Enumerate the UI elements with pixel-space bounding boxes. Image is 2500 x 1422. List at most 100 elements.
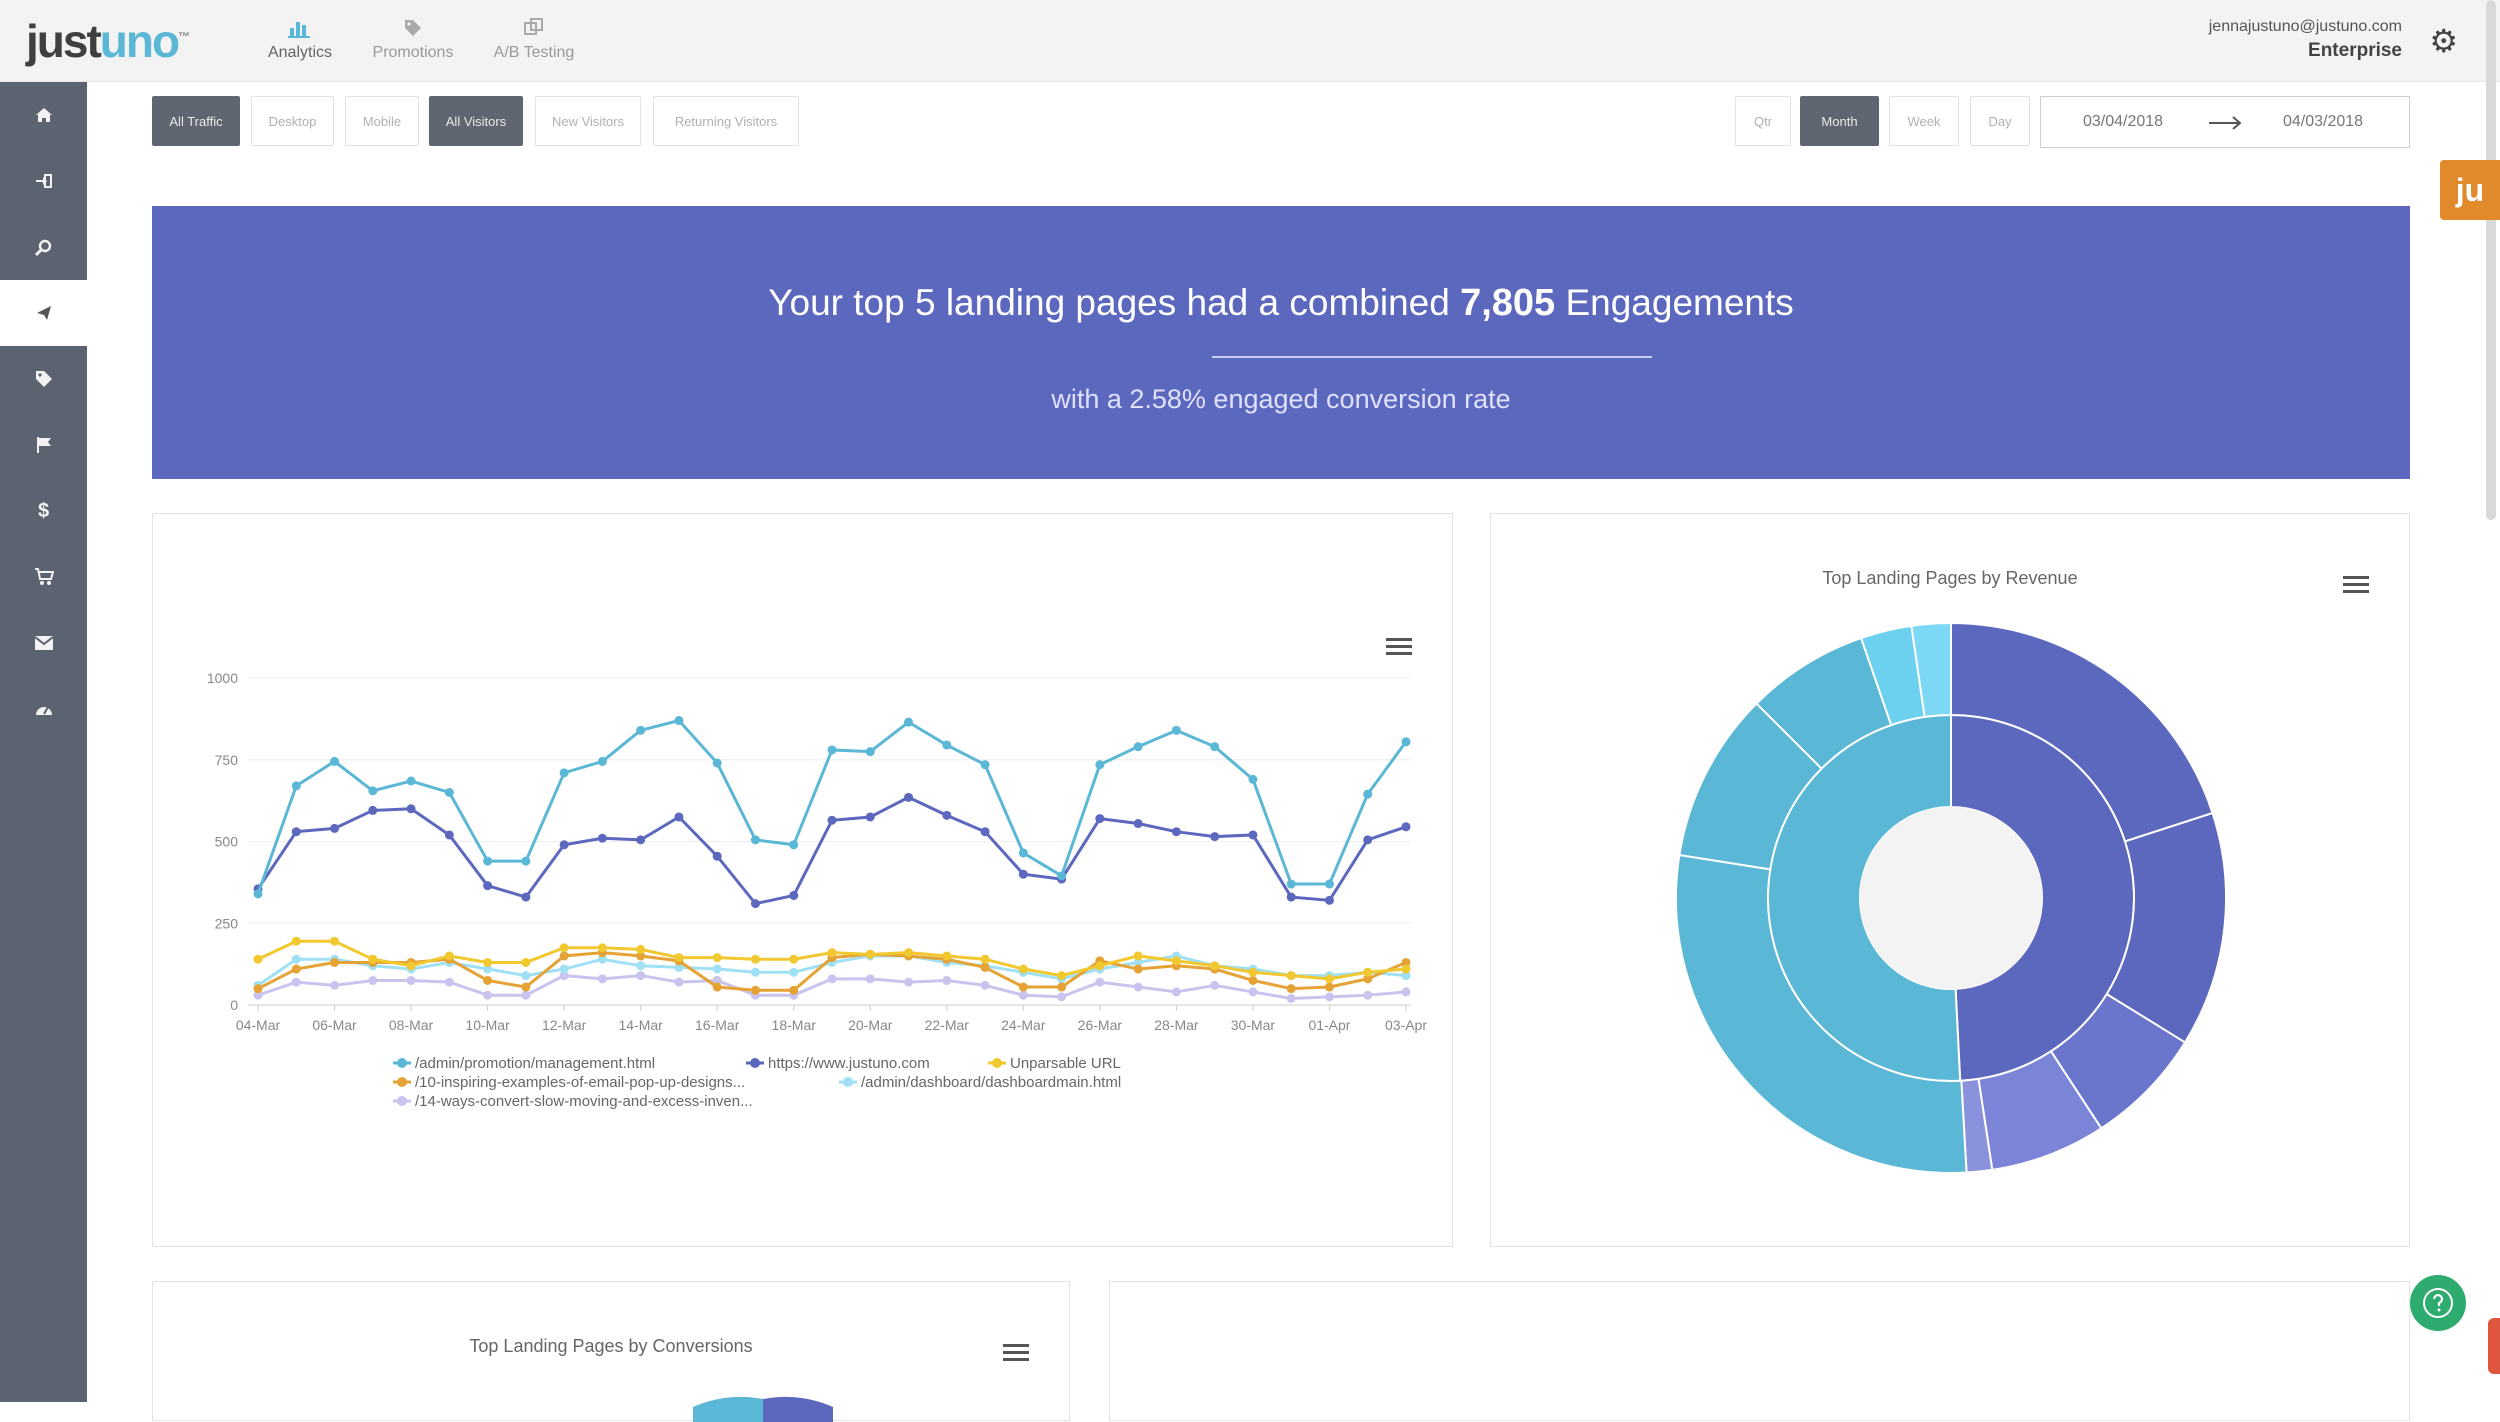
filter-mobile[interactable]: Mobile: [345, 96, 419, 146]
data-point: [789, 967, 799, 977]
banner-subtext: with a 2.58% engaged conversion rate: [1051, 384, 1511, 414]
data-point: [1286, 892, 1296, 902]
data-point: [712, 953, 722, 963]
nav-label: A/B Testing: [493, 44, 575, 61]
tags-icon: [35, 371, 52, 387]
period-day[interactable]: Day: [1970, 96, 2030, 146]
sidebar-item-revenue[interactable]: $: [0, 478, 87, 544]
engagements-line-chart-card: 0 250 500 750 1000 04-Mar 06-Mar 08-Mar 10-Mar 12…: [152, 513, 1453, 1247]
feedback-tab[interactable]: [2488, 1318, 2500, 1374]
sidebar-item-cart[interactable]: [0, 544, 87, 610]
x-tick-label: 03-Apr: [1385, 1017, 1427, 1033]
data-point: [1286, 984, 1296, 994]
data-point: [980, 980, 990, 990]
data-point: [712, 851, 722, 861]
filter-returning-visitors[interactable]: Returning Visitors: [653, 96, 799, 146]
sidebar-item-email[interactable]: [0, 610, 87, 676]
legend-marker: [843, 1077, 853, 1087]
data-point: [559, 951, 569, 961]
chart-menu-icon[interactable]: [1003, 1344, 1029, 1362]
data-point: [1018, 982, 1028, 992]
sign-in-icon: [35, 174, 52, 188]
data-point: [865, 949, 875, 959]
chart-menu-icon[interactable]: [1386, 638, 1412, 656]
sunburst-outer-segment: [1950, 621, 2214, 843]
period-week[interactable]: Week: [1889, 96, 1959, 146]
user-email[interactable]: jennajustuno@justuno.com: [2208, 18, 2402, 35]
filter-all-traffic[interactable]: All Traffic: [152, 96, 240, 146]
data-point: [1018, 964, 1028, 974]
nav-analytics[interactable]: Analytics: [240, 18, 360, 62]
data-point: [597, 833, 607, 843]
sidebar-item-landing-pages[interactable]: [0, 280, 87, 346]
data-point: [827, 815, 837, 825]
period-month[interactable]: Month: [1800, 96, 1879, 146]
legend-marker: [397, 1058, 407, 1068]
data-point: [444, 787, 454, 797]
data-point: [942, 740, 952, 750]
x-tick-label: 16-Mar: [695, 1017, 740, 1033]
banner-headline: Your top 5 landing pages had a combined …: [768, 282, 1794, 324]
data-point: [521, 892, 531, 902]
sidebar-item-tags[interactable]: [0, 346, 87, 412]
data-point: [674, 977, 684, 987]
date-range-picker[interactable]: 03/04/2018 04/03/2018: [2040, 96, 2410, 148]
justuno-widget-button[interactable]: ju: [2440, 160, 2500, 220]
data-point: [597, 943, 607, 953]
data-point: [1095, 760, 1105, 770]
data-point: [1018, 848, 1028, 858]
data-point: [980, 760, 990, 770]
data-point: [330, 957, 340, 967]
data-point: [750, 967, 760, 977]
justuno-logo[interactable]: justuno™: [26, 15, 190, 67]
data-point: [1401, 971, 1411, 981]
data-point: [636, 944, 646, 954]
legend-item: /admin/promotion/management.html: [415, 1055, 655, 1072]
data-point: [483, 957, 493, 967]
chart-menu-icon[interactable]: [2343, 576, 2369, 594]
data-point: [483, 856, 493, 866]
banner-divider: [1212, 356, 1652, 358]
line-chart: 0 250 500 750 1000 04-Mar 06-Mar 08-Mar 10-Mar 12…: [207, 670, 1427, 1110]
period-qtr[interactable]: Qtr: [1735, 96, 1791, 146]
data-point: [444, 977, 454, 987]
sidebar-item-home[interactable]: [0, 82, 87, 148]
legend-item: Unparsable URL: [1010, 1055, 1121, 1072]
data-point: [1210, 961, 1220, 971]
page-scrollbar[interactable]: [2486, 0, 2496, 520]
sidebar-item-sign-in[interactable]: [0, 148, 87, 214]
filter-new-visitors[interactable]: New Visitors: [535, 96, 641, 146]
data-point: [1401, 822, 1411, 832]
data-point: [1286, 993, 1296, 1003]
filter-desktop[interactable]: Desktop: [251, 96, 334, 146]
date-end[interactable]: 04/03/2018: [2283, 113, 2364, 130]
data-point: [559, 943, 569, 953]
data-point: [406, 975, 416, 985]
data-point: [1324, 879, 1334, 889]
plane-icon: [36, 306, 51, 320]
flag-icon: [36, 437, 51, 453]
nav-ab-testing[interactable]: A/B Testing: [474, 18, 594, 62]
sidebar-item-flag[interactable]: [0, 412, 87, 478]
data-point: [559, 840, 569, 850]
filter-all-visitors[interactable]: All Visitors: [429, 96, 523, 146]
nav-promotions[interactable]: Promotions: [353, 18, 473, 62]
help-button[interactable]: [2410, 1275, 2466, 1331]
y-tick-label: 750: [215, 752, 239, 768]
data-point: [942, 975, 952, 985]
data-point: [1248, 830, 1258, 840]
sidebar-item-search[interactable]: [0, 214, 87, 280]
sidebar-item-dashboard[interactable]: [0, 676, 87, 742]
date-start[interactable]: 03/04/2018: [2083, 113, 2164, 130]
data-point: [521, 990, 531, 1000]
data-point: [1248, 967, 1258, 977]
gear-icon[interactable]: ⚙: [2429, 23, 2458, 59]
data-point: [789, 840, 799, 850]
sunburst-outer-segment: [1675, 853, 1968, 1174]
search-icon: [34, 239, 51, 256]
legend-item: https://www.justuno.com: [768, 1055, 930, 1072]
x-tick-label: 22-Mar: [925, 1017, 970, 1033]
data-point: [1133, 742, 1143, 752]
data-point: [1133, 957, 1143, 967]
home-icon: [35, 108, 52, 122]
